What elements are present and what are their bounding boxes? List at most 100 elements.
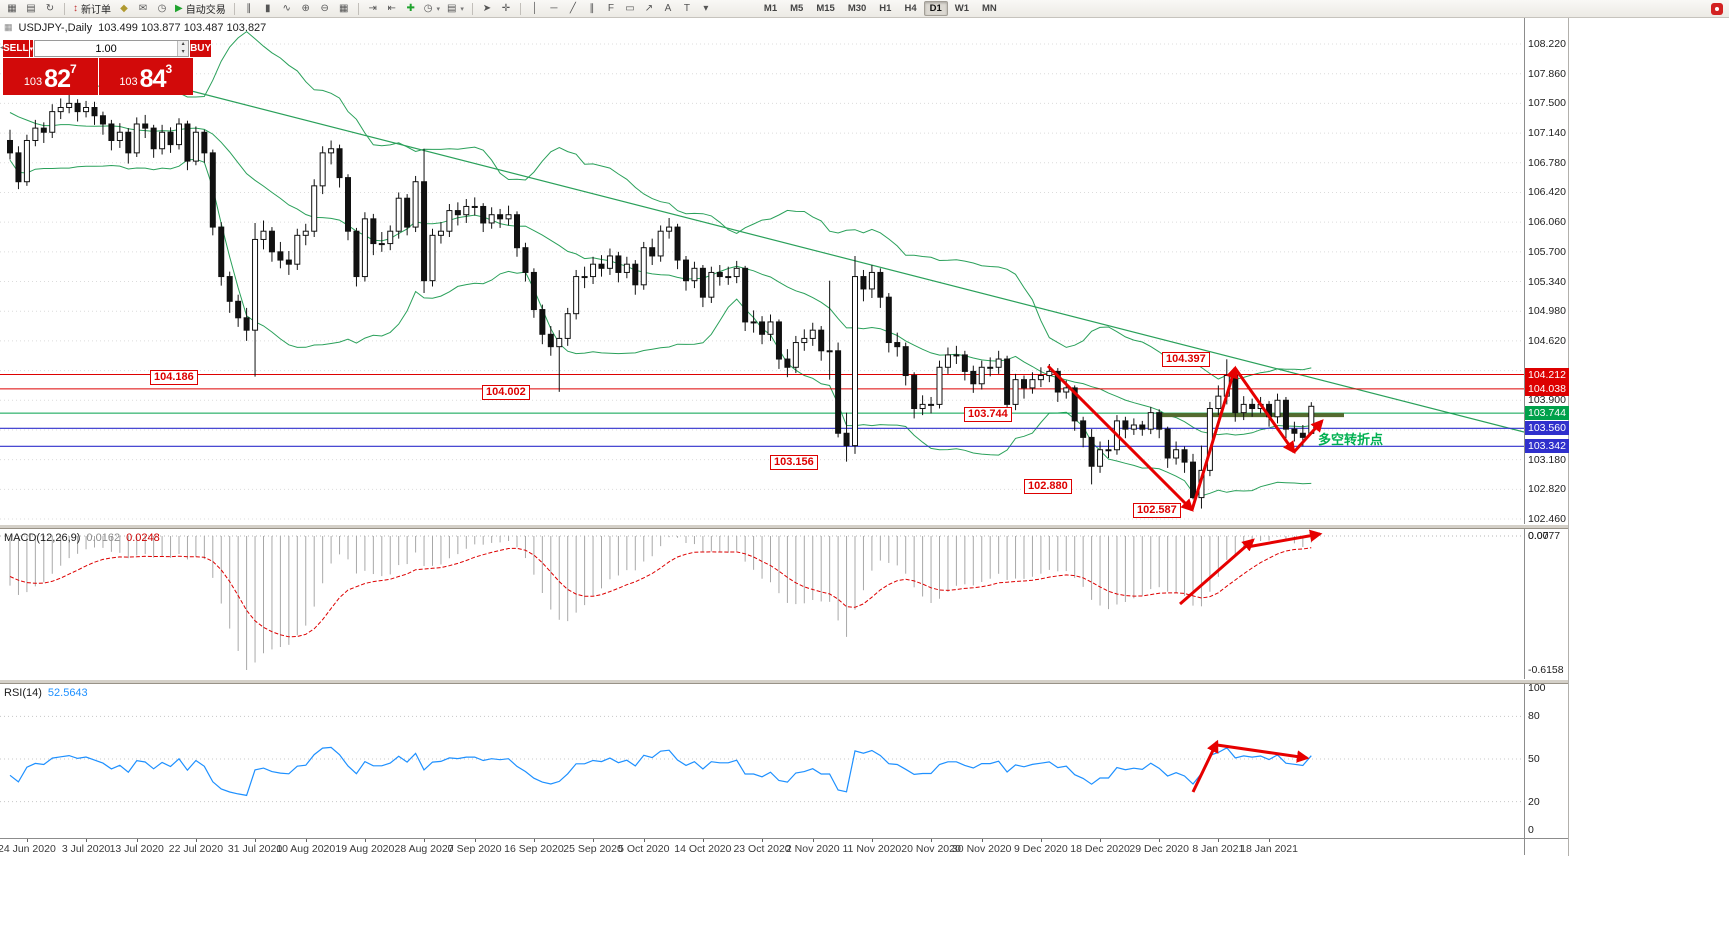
text-label-button[interactable]: T <box>678 1 696 17</box>
time-scale-label: 18 Dec 2020 <box>1070 843 1130 855</box>
objects-more-button[interactable]: ▾ <box>697 1 715 17</box>
rsi-indicator-header: RSI(14) 52.5643 <box>4 687 88 699</box>
shapes-button-icon: ▭ <box>625 2 635 14</box>
new-order-button-icon: ↕ <box>73 2 78 14</box>
line-chart-button-icon: ∿ <box>282 2 291 14</box>
price-scale-tick: 102.460 <box>1528 513 1566 526</box>
new-order-button[interactable]: ↕ 新订单 <box>70 1 114 17</box>
time-scale-label: 24 Jun 2020 <box>0 843 56 855</box>
history-center-button[interactable]: ◷ <box>153 1 171 17</box>
alerts-button[interactable]: ✉ <box>134 1 152 17</box>
timeframe-w1-button[interactable]: W1 <box>954 3 970 14</box>
time-scale[interactable]: 24 Jun 2020 3 Jul 2020 13 Jul 2020 22 Jul 2… <box>0 838 1568 856</box>
timeframe-m5-button[interactable]: M5 <box>790 3 804 14</box>
mql5-community-icon[interactable] <box>1711 2 1723 15</box>
zoom-in-button[interactable]: ⊕ <box>297 1 315 17</box>
timeframe-m30-button[interactable]: M30 <box>847 3 867 14</box>
vertical-line-button[interactable]: │ <box>526 1 544 17</box>
time-scale-label: 28 Aug 2020 <box>394 843 454 855</box>
trendline-button-icon: ╱ <box>569 2 576 14</box>
toolbar-separator <box>64 2 65 15</box>
refresh-button[interactable]: ↻ <box>41 1 59 17</box>
time-scale-label: 19 Aug 2020 <box>335 843 395 855</box>
macd-panel-canvas[interactable] <box>0 529 1524 679</box>
buy-price-frac: 3 <box>165 62 173 76</box>
rsi-panel-canvas[interactable] <box>0 684 1524 838</box>
timeframe-m1-button[interactable]: M1 <box>763 3 778 14</box>
arrows-button[interactable]: ↗ <box>640 1 658 17</box>
trendline-button[interactable]: ╱ <box>564 1 582 17</box>
timeframe-mn-button[interactable]: MN <box>982 3 997 14</box>
metaeditor-button-icon: ◆ <box>120 2 128 14</box>
trade-panel-collapse-icon[interactable]: ◂ <box>0 42 5 53</box>
timeframe-toolbar: M1 M5 M15 M30 H1 H4 D1 W1 MN <box>758 1 1003 16</box>
rsi-label: RSI(14) <box>4 687 42 699</box>
buy-button[interactable]: BUY <box>190 40 212 57</box>
profiles-button[interactable]: ▤ <box>22 1 40 17</box>
price-scale-tick: 104.980 <box>1528 305 1566 318</box>
time-scale-tick <box>195 839 197 842</box>
new-chart-button[interactable]: ▦ <box>3 1 21 17</box>
shapes-button[interactable]: ▭ <box>621 1 639 17</box>
timeframe-h4-button[interactable]: H4 <box>904 3 917 14</box>
new-order-button-label: 新订单 <box>81 5 111 16</box>
chart-window[interactable]: ▦ USDJPY-,Daily 103.499 103.877 103.487 … <box>0 17 1569 856</box>
zoom-out-button-icon: ⊖ <box>320 2 329 14</box>
time-scale-label: 10 Aug 2020 <box>276 843 336 855</box>
zoom-out-button[interactable]: ⊖ <box>316 1 334 17</box>
main-chart-canvas[interactable] <box>0 17 1524 524</box>
chart-shift-button[interactable]: ⇤ <box>383 1 401 17</box>
timeframe-d1-button[interactable]: D1 <box>923 1 948 16</box>
one-click-menu-button[interactable]: ▾ <box>29 40 34 57</box>
horizontal-line-button-icon: ─ <box>550 2 558 14</box>
rsi-scale-tick: 100 <box>1528 682 1546 694</box>
time-scale-label: 5 Oct 2020 <box>618 843 670 855</box>
price-scale-tick: 102.820 <box>1528 483 1566 496</box>
price-line-scale-label: 104.212 <box>1525 367 1569 382</box>
buy-price-button[interactable]: 103 84 3 <box>98 58 193 95</box>
time-scale-label: 3 Jul 2020 <box>61 843 111 855</box>
price-scale-tick: 106.060 <box>1528 216 1566 229</box>
crosshair-button[interactable]: ✛ <box>497 1 515 17</box>
panel-splitter-macd[interactable] <box>0 524 1568 529</box>
price-line-scale-label: 103.342 <box>1525 439 1569 454</box>
toolbar-right <box>1711 2 1723 15</box>
metaeditor-button[interactable]: ◆ <box>115 1 133 17</box>
timeframe-h1-button[interactable]: H1 <box>879 3 892 14</box>
templates-button-icon: ▤ <box>446 2 457 14</box>
periods-button[interactable]: ◷ ▾ <box>421 1 443 17</box>
line-chart-button[interactable]: ∿ <box>278 1 296 17</box>
templates-button[interactable]: ▤ ▾ <box>444 1 467 17</box>
rsi-scale-tick: 0 <box>1528 824 1534 836</box>
auto-scroll-button[interactable]: ⇥ <box>364 1 382 17</box>
sell-button[interactable]: SELL <box>3 40 29 57</box>
fibonacci-button-icon: F <box>607 2 614 14</box>
time-scale-tick <box>305 839 307 842</box>
autotrading-button[interactable]: ▶ 自动交易 <box>172 1 229 17</box>
equidistant-channel-button[interactable]: ∥ <box>583 1 601 17</box>
time-scale-label: 22 Jul 2020 <box>168 843 224 855</box>
panel-splitter-rsi[interactable] <box>0 679 1568 684</box>
timeframe-m15-button[interactable]: M15 <box>816 3 835 14</box>
rsi-value: 52.5643 <box>47 687 88 699</box>
templates-button-caret-icon: ▾ <box>460 5 464 13</box>
time-scale-label: 8 Jan 2021 <box>1192 843 1245 855</box>
tile-windows-button[interactable]: ▦ <box>335 1 353 17</box>
horizontal-line-button[interactable]: ─ <box>545 1 563 17</box>
cursor-button-icon: ➤ <box>482 2 492 14</box>
candlestick-chart-button[interactable]: ▮ <box>259 1 277 17</box>
bar-chart-button[interactable]: ∥ <box>240 1 258 17</box>
indicators-button[interactable]: ✚ <box>402 1 420 17</box>
volume-up-button[interactable]: ▴ <box>178 41 189 49</box>
price-scale-tick: 106.420 <box>1528 186 1566 199</box>
bar-chart-button-icon: ∥ <box>246 2 252 14</box>
price-scale[interactable]: 108.220 107.860 107.500 107.140 106.780 106.4… <box>1524 17 1569 855</box>
sell-price-button[interactable]: 103 82 7 <box>3 58 98 95</box>
volume-input[interactable] <box>35 41 178 56</box>
text-button[interactable]: A <box>659 1 677 17</box>
cursor-button[interactable]: ➤ <box>478 1 496 17</box>
volume-down-button[interactable]: ▾ <box>178 48 189 56</box>
time-scale-tick <box>424 839 426 842</box>
fibonacci-button[interactable]: F <box>602 1 620 17</box>
